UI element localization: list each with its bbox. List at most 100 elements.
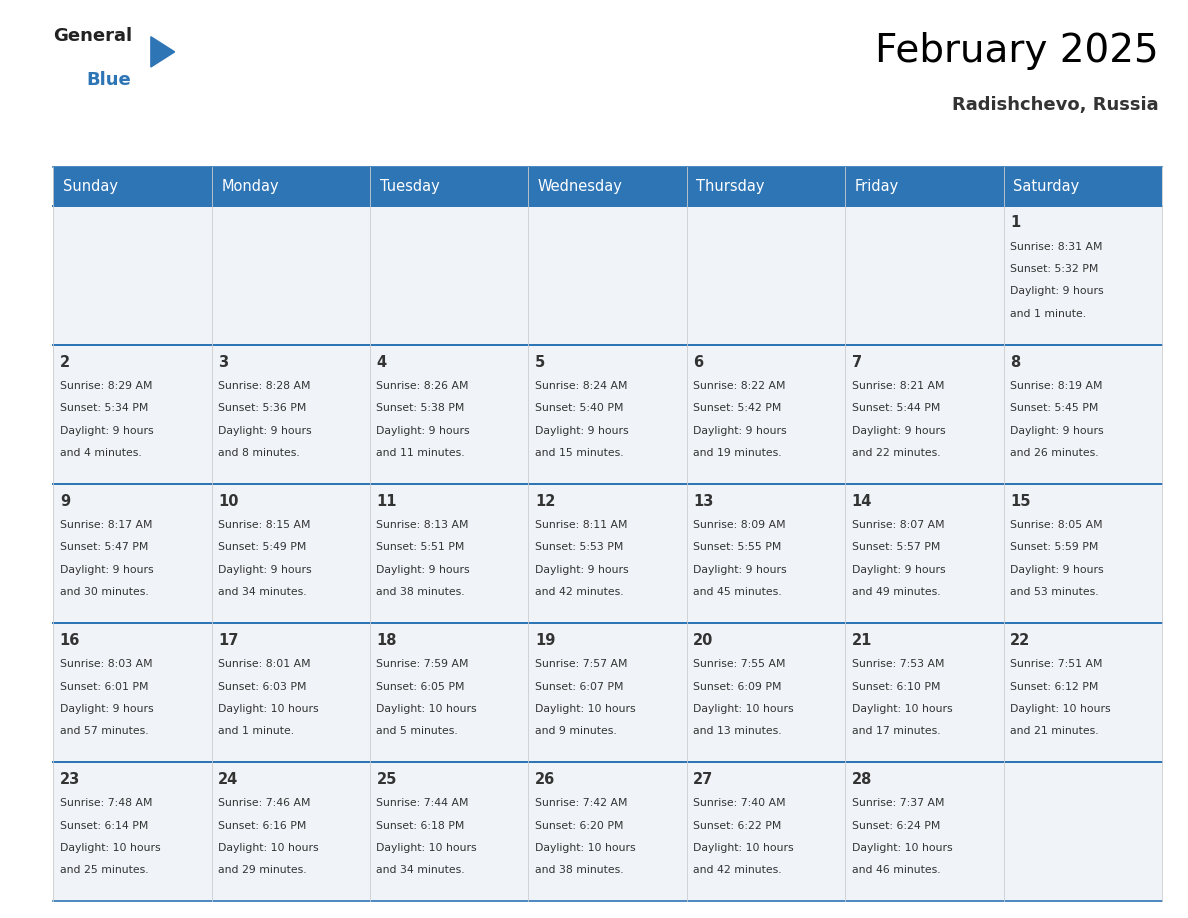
Text: and 21 minutes.: and 21 minutes. xyxy=(1010,726,1099,736)
Text: Daylight: 10 hours: Daylight: 10 hours xyxy=(693,704,794,714)
Text: Daylight: 10 hours: Daylight: 10 hours xyxy=(59,843,160,853)
Text: Sunrise: 8:21 AM: Sunrise: 8:21 AM xyxy=(852,381,944,391)
Text: Daylight: 10 hours: Daylight: 10 hours xyxy=(693,843,794,853)
Bar xyxy=(53,623,211,762)
Text: Daylight: 9 hours: Daylight: 9 hours xyxy=(852,426,946,435)
Text: Sunset: 5:55 PM: Sunset: 5:55 PM xyxy=(693,543,782,553)
Bar xyxy=(845,345,1004,484)
Text: Sunrise: 8:28 AM: Sunrise: 8:28 AM xyxy=(219,381,310,391)
Text: Blue: Blue xyxy=(87,72,132,89)
Bar xyxy=(371,484,529,623)
Bar xyxy=(53,167,211,206)
Text: and 46 minutes.: and 46 minutes. xyxy=(852,866,940,875)
Text: Sunset: 6:10 PM: Sunset: 6:10 PM xyxy=(852,681,940,691)
Text: and 30 minutes.: and 30 minutes. xyxy=(59,587,148,597)
Text: Sunrise: 7:59 AM: Sunrise: 7:59 AM xyxy=(377,659,469,669)
Bar xyxy=(529,345,687,484)
Text: and 22 minutes.: and 22 minutes. xyxy=(852,448,940,458)
Bar xyxy=(529,167,687,206)
Text: 25: 25 xyxy=(377,772,397,787)
Text: Sunset: 5:47 PM: Sunset: 5:47 PM xyxy=(59,543,148,553)
Text: Sunset: 5:59 PM: Sunset: 5:59 PM xyxy=(1010,543,1098,553)
Bar xyxy=(211,623,371,762)
Text: 8: 8 xyxy=(1010,354,1020,370)
Text: Sunrise: 8:09 AM: Sunrise: 8:09 AM xyxy=(693,521,785,531)
Text: Friday: Friday xyxy=(854,179,899,194)
Text: and 53 minutes.: and 53 minutes. xyxy=(1010,587,1099,597)
Text: Sunset: 5:32 PM: Sunset: 5:32 PM xyxy=(1010,264,1098,274)
Bar xyxy=(211,167,371,206)
Bar xyxy=(371,623,529,762)
Bar xyxy=(371,345,529,484)
Text: 12: 12 xyxy=(535,494,555,509)
Bar xyxy=(529,623,687,762)
Text: Sunset: 6:14 PM: Sunset: 6:14 PM xyxy=(59,821,148,831)
Text: Sunrise: 8:15 AM: Sunrise: 8:15 AM xyxy=(219,521,310,531)
Text: Sunset: 6:07 PM: Sunset: 6:07 PM xyxy=(535,681,624,691)
Text: Daylight: 10 hours: Daylight: 10 hours xyxy=(1010,704,1111,714)
Text: and 4 minutes.: and 4 minutes. xyxy=(59,448,141,458)
Text: 3: 3 xyxy=(219,354,228,370)
Text: Daylight: 10 hours: Daylight: 10 hours xyxy=(535,843,636,853)
Text: and 45 minutes.: and 45 minutes. xyxy=(693,587,782,597)
Text: and 9 minutes.: and 9 minutes. xyxy=(535,726,617,736)
Text: 11: 11 xyxy=(377,494,397,509)
Bar xyxy=(1004,345,1162,484)
Bar xyxy=(53,345,211,484)
Polygon shape xyxy=(151,37,175,67)
Text: Sunrise: 7:40 AM: Sunrise: 7:40 AM xyxy=(693,799,785,809)
Text: and 57 minutes.: and 57 minutes. xyxy=(59,726,148,736)
Text: and 42 minutes.: and 42 minutes. xyxy=(535,587,624,597)
Text: and 34 minutes.: and 34 minutes. xyxy=(219,587,307,597)
Text: Sunrise: 8:03 AM: Sunrise: 8:03 AM xyxy=(59,659,152,669)
Text: Daylight: 9 hours: Daylight: 9 hours xyxy=(852,565,946,575)
Text: 15: 15 xyxy=(1010,494,1030,509)
Bar xyxy=(1004,762,1162,901)
Text: Daylight: 10 hours: Daylight: 10 hours xyxy=(377,704,478,714)
Text: General: General xyxy=(53,28,133,45)
Bar xyxy=(1004,167,1162,206)
Text: Sunrise: 8:29 AM: Sunrise: 8:29 AM xyxy=(59,381,152,391)
Text: and 34 minutes.: and 34 minutes. xyxy=(377,866,466,875)
Text: Daylight: 9 hours: Daylight: 9 hours xyxy=(693,426,786,435)
Bar xyxy=(211,206,371,345)
Text: and 42 minutes.: and 42 minutes. xyxy=(693,866,782,875)
Text: Daylight: 9 hours: Daylight: 9 hours xyxy=(59,704,153,714)
Text: Sunset: 5:57 PM: Sunset: 5:57 PM xyxy=(852,543,940,553)
Text: and 29 minutes.: and 29 minutes. xyxy=(219,866,307,875)
Bar xyxy=(53,762,211,901)
Text: 16: 16 xyxy=(59,633,80,648)
Text: Sunset: 6:22 PM: Sunset: 6:22 PM xyxy=(693,821,782,831)
Text: and 19 minutes.: and 19 minutes. xyxy=(693,448,782,458)
Bar xyxy=(211,484,371,623)
Bar xyxy=(53,484,211,623)
Text: Sunset: 5:45 PM: Sunset: 5:45 PM xyxy=(1010,403,1098,413)
Text: Sunrise: 8:24 AM: Sunrise: 8:24 AM xyxy=(535,381,627,391)
Text: Sunset: 6:03 PM: Sunset: 6:03 PM xyxy=(219,681,307,691)
Text: and 13 minutes.: and 13 minutes. xyxy=(693,726,782,736)
Text: and 1 minute.: and 1 minute. xyxy=(1010,308,1086,319)
Bar xyxy=(687,167,845,206)
Bar xyxy=(845,484,1004,623)
Text: 4: 4 xyxy=(377,354,386,370)
Text: Sunset: 5:36 PM: Sunset: 5:36 PM xyxy=(219,403,307,413)
Text: Sunrise: 7:46 AM: Sunrise: 7:46 AM xyxy=(219,799,310,809)
Text: 10: 10 xyxy=(219,494,239,509)
Text: Daylight: 10 hours: Daylight: 10 hours xyxy=(377,843,478,853)
Text: 14: 14 xyxy=(852,494,872,509)
Text: Sunrise: 7:48 AM: Sunrise: 7:48 AM xyxy=(59,799,152,809)
Text: Sunrise: 8:26 AM: Sunrise: 8:26 AM xyxy=(377,381,469,391)
Text: Sunrise: 7:55 AM: Sunrise: 7:55 AM xyxy=(693,659,785,669)
Text: Daylight: 10 hours: Daylight: 10 hours xyxy=(219,843,318,853)
Text: Daylight: 10 hours: Daylight: 10 hours xyxy=(852,704,952,714)
Text: 24: 24 xyxy=(219,772,239,787)
Text: and 5 minutes.: and 5 minutes. xyxy=(377,726,459,736)
Text: 9: 9 xyxy=(59,494,70,509)
Bar xyxy=(371,206,529,345)
Text: Sunset: 5:44 PM: Sunset: 5:44 PM xyxy=(852,403,940,413)
Text: Sunset: 6:16 PM: Sunset: 6:16 PM xyxy=(219,821,307,831)
Text: Sunset: 5:38 PM: Sunset: 5:38 PM xyxy=(377,403,465,413)
Text: Sunset: 6:18 PM: Sunset: 6:18 PM xyxy=(377,821,465,831)
Text: Sunrise: 8:13 AM: Sunrise: 8:13 AM xyxy=(377,521,469,531)
Text: Daylight: 9 hours: Daylight: 9 hours xyxy=(535,426,628,435)
